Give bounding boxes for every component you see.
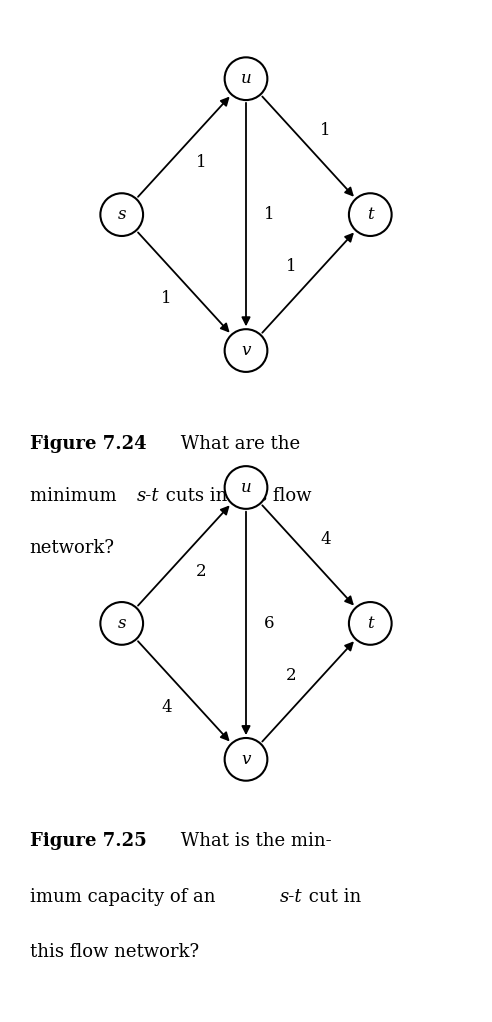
Text: 1: 1 (286, 259, 296, 275)
Text: What are the: What are the (175, 435, 300, 453)
Text: What is the min-: What is the min- (175, 832, 331, 850)
Circle shape (100, 193, 143, 236)
Text: Figure 7.25: Figure 7.25 (30, 832, 146, 850)
Text: Figure 7.24: Figure 7.24 (30, 435, 146, 453)
Text: cut in: cut in (303, 887, 361, 905)
Text: 2: 2 (196, 563, 206, 579)
Circle shape (349, 193, 392, 236)
Text: 1: 1 (320, 123, 331, 139)
Text: v: v (241, 342, 251, 359)
Text: 1: 1 (264, 206, 275, 223)
Circle shape (100, 602, 143, 645)
Text: s-t: s-t (137, 486, 159, 505)
Text: s: s (118, 615, 126, 632)
Circle shape (225, 738, 267, 781)
Text: s: s (118, 206, 126, 223)
Text: s-t: s-t (279, 887, 302, 905)
Circle shape (225, 57, 267, 100)
Text: imum capacity of an: imum capacity of an (30, 887, 221, 905)
Text: u: u (241, 479, 251, 496)
Circle shape (349, 602, 392, 645)
Text: 2: 2 (286, 667, 296, 684)
Text: network?: network? (30, 540, 115, 557)
Text: u: u (241, 71, 251, 87)
Text: 6: 6 (264, 615, 275, 632)
Text: this flow network?: this flow network? (30, 942, 199, 961)
Text: 1: 1 (196, 154, 206, 171)
Circle shape (225, 466, 267, 509)
Text: 1: 1 (161, 290, 172, 307)
Circle shape (225, 329, 267, 372)
Text: 4: 4 (320, 531, 331, 548)
Text: v: v (241, 751, 251, 768)
Text: minimum: minimum (30, 486, 122, 505)
Text: 4: 4 (161, 699, 172, 715)
Text: t: t (367, 206, 373, 223)
Text: cuts in this flow: cuts in this flow (160, 486, 311, 505)
Text: t: t (367, 615, 373, 632)
